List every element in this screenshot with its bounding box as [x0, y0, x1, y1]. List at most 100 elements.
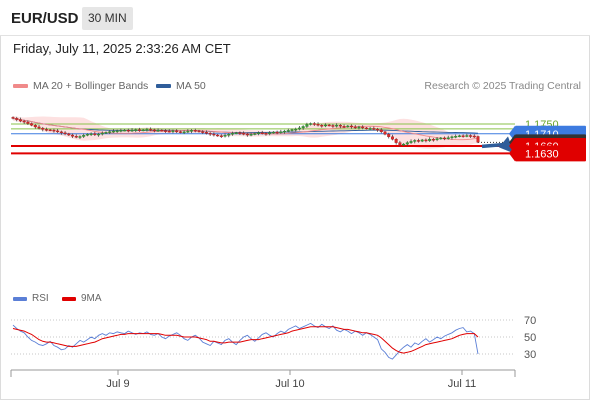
candle-body: [208, 133, 212, 135]
candle-body: [123, 129, 127, 132]
legend-bollinger: MA 20 + Bollinger Bands: [13, 80, 148, 92]
candle-body: [242, 133, 246, 135]
candle-body: [52, 129, 56, 132]
candle-body: [390, 136, 394, 140]
candle-body: [145, 129, 149, 131]
candle-body: [33, 125, 37, 128]
candle-body: [283, 130, 287, 133]
candle-body: [141, 129, 145, 132]
candle-body: [63, 132, 67, 135]
candle-body: [312, 123, 316, 125]
candle-body: [424, 139, 428, 142]
candle-body: [323, 124, 327, 127]
candle-body: [446, 137, 450, 139]
candle-body: [204, 132, 208, 134]
candle-body: [97, 133, 101, 136]
candle-body: [290, 129, 294, 131]
candle-body: [338, 125, 342, 127]
candle-body: [361, 126, 365, 129]
candle-body: [56, 130, 60, 133]
candle-body: [443, 137, 447, 140]
candle-body: [335, 125, 339, 127]
candle-body: [78, 136, 82, 138]
candle-body: [164, 130, 168, 132]
candle-body: [30, 123, 34, 126]
candle-body: [379, 129, 383, 133]
candle-body: [216, 134, 220, 137]
timeframe-badge[interactable]: 30 MIN: [82, 7, 133, 30]
candle-body: [461, 135, 465, 137]
candle-body: [182, 131, 186, 134]
candle-body: [85, 134, 89, 136]
forecast-arrow: [481, 136, 514, 154]
candle-body: [130, 129, 134, 132]
ma50-label: MA 50: [176, 80, 206, 92]
candle-body: [44, 129, 48, 131]
candle-body: [245, 133, 249, 136]
candle-body: [156, 129, 160, 132]
candle-body: [126, 129, 130, 132]
candle-body: [186, 130, 190, 133]
candle-body: [37, 126, 41, 129]
candle-body: [368, 128, 372, 130]
candle-body: [357, 126, 361, 129]
candle-body: [71, 134, 75, 137]
candle-body: [309, 123, 313, 125]
candle-body: [197, 130, 201, 133]
candle-body: [439, 137, 443, 140]
candle-body: [271, 131, 275, 134]
candle-body: [428, 138, 432, 141]
candle-body: [111, 130, 115, 133]
candle-body: [465, 135, 469, 137]
candle-body: [469, 135, 473, 137]
candle-body: [175, 130, 179, 133]
source-credit: Research © 2025 Trading Central: [424, 80, 581, 92]
candle-body: [230, 133, 234, 135]
candle-body: [383, 131, 387, 135]
candle-body: [201, 131, 205, 133]
ma20-line: [12, 117, 479, 141]
candle-body: [115, 130, 119, 133]
candle-body: [327, 124, 331, 127]
rsi-tick-50: 50: [524, 332, 536, 344]
candle-body: [376, 128, 380, 131]
candle-body: [402, 143, 406, 146]
candle-body: [294, 128, 298, 131]
candle-body: [405, 142, 409, 145]
candle-body: [59, 131, 63, 134]
candle-body: [41, 127, 45, 130]
candle-body: [450, 136, 454, 138]
candle-body: [74, 136, 78, 138]
candle-body: [413, 140, 417, 142]
candle-body: [457, 135, 461, 137]
rsi-ma-line: [12, 326, 479, 354]
candle-body: [435, 138, 439, 140]
candle-body: [149, 129, 153, 131]
candle-body: [394, 138, 398, 143]
level-tag-1.1630: [515, 145, 586, 162]
rsi-ma-swatch: [62, 296, 76, 301]
candle-body: [472, 135, 476, 138]
bollinger-swatch: [13, 84, 28, 88]
candle-body: [297, 127, 301, 130]
candle-body: [364, 127, 368, 130]
candle-body: [67, 133, 71, 136]
ma50-swatch: [156, 84, 171, 88]
candle-body: [219, 135, 223, 137]
timestamp: Friday, July 11, 2025 2:33:26 AM CET: [13, 41, 231, 56]
candle-body: [260, 132, 264, 135]
candle-body: [234, 132, 238, 135]
moving-averages: [12, 117, 479, 141]
candle-body: [171, 130, 175, 133]
candle-body: [134, 129, 138, 131]
candle-body: [331, 125, 335, 127]
candle-body: [193, 130, 197, 132]
candle-body: [353, 126, 357, 129]
candle-body: [305, 124, 309, 127]
candles: [11, 116, 480, 147]
candle-body: [22, 120, 26, 123]
candle-body: [420, 139, 424, 142]
candle-body: [301, 126, 305, 129]
